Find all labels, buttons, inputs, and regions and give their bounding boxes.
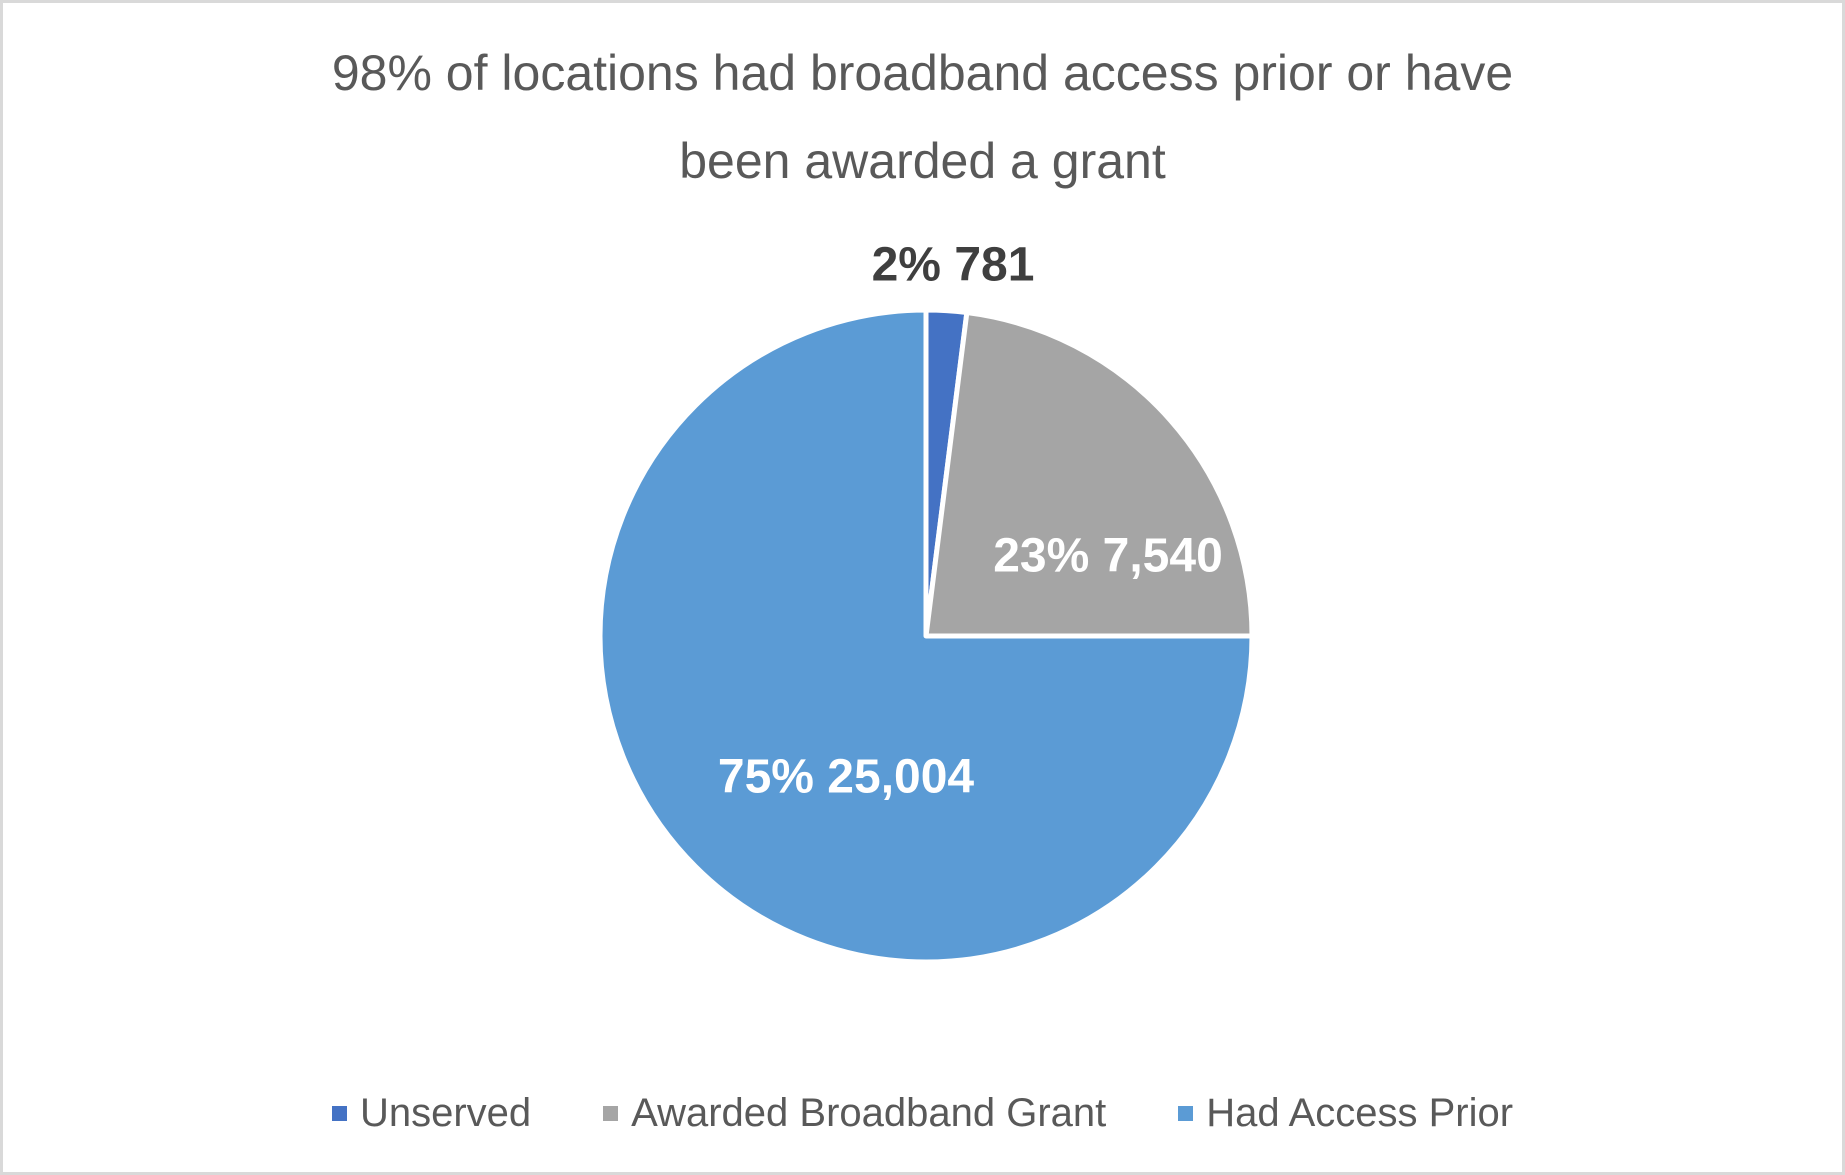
pie-slice-awarded-broadband-grant bbox=[923, 310, 1255, 639]
data-label-unserved: 2% 781 bbox=[871, 238, 1035, 292]
legend: Unserved Awarded Broadband Grant Had Acc… bbox=[3, 1081, 1842, 1145]
legend-label-had-access-prior: Had Access Prior bbox=[1206, 1090, 1514, 1135]
data-label-had-access-prior: 75% 25,004 bbox=[717, 750, 975, 804]
legend-label-unserved: Unserved bbox=[359, 1090, 532, 1135]
pie-slice-had-access-prior bbox=[597, 307, 1255, 965]
legend-swatch-awarded-broadband-grant-icon bbox=[603, 1105, 619, 1121]
legend-item-unserved: Unserved bbox=[331, 1090, 532, 1136]
pie-plot-area: 2% 781 23% 7,540 75% 25,004 bbox=[3, 3, 1842, 1172]
chart-title-line-1: 98% of locations had broadband access pr… bbox=[331, 45, 1514, 101]
data-label-awarded-broadband-grant: 23% 7,540 bbox=[993, 529, 1223, 583]
chart-title-line-2: been awarded a grant bbox=[679, 133, 1166, 189]
legend-item-had-access-prior: Had Access Prior bbox=[1178, 1091, 1513, 1136]
legend-label-awarded-broadband-grant: Awarded Broadband Grant bbox=[631, 1090, 1107, 1135]
legend-item-awarded-broadband-grant: Awarded Broadband Grant bbox=[603, 1091, 1106, 1136]
legend-swatch-had-access-prior-icon bbox=[1178, 1105, 1194, 1121]
legend-swatch-unserved-icon bbox=[331, 1105, 347, 1121]
pie-chart bbox=[597, 307, 1255, 965]
chart-title: 98% of locations had broadband access pr… bbox=[3, 29, 1842, 205]
